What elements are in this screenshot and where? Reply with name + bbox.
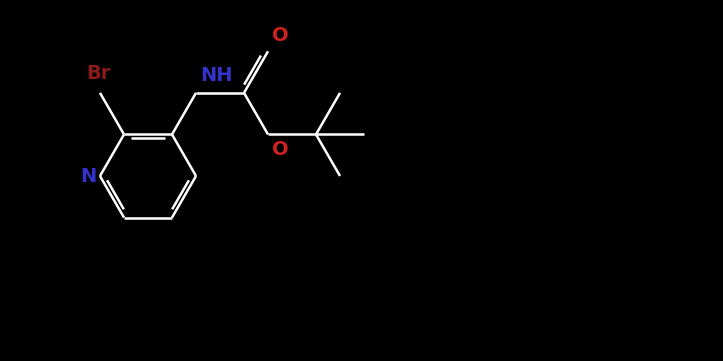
- Text: O: O: [272, 140, 288, 160]
- Text: O: O: [272, 26, 288, 45]
- Text: N: N: [81, 166, 97, 186]
- Text: Br: Br: [86, 64, 110, 83]
- Text: NH: NH: [200, 66, 233, 85]
